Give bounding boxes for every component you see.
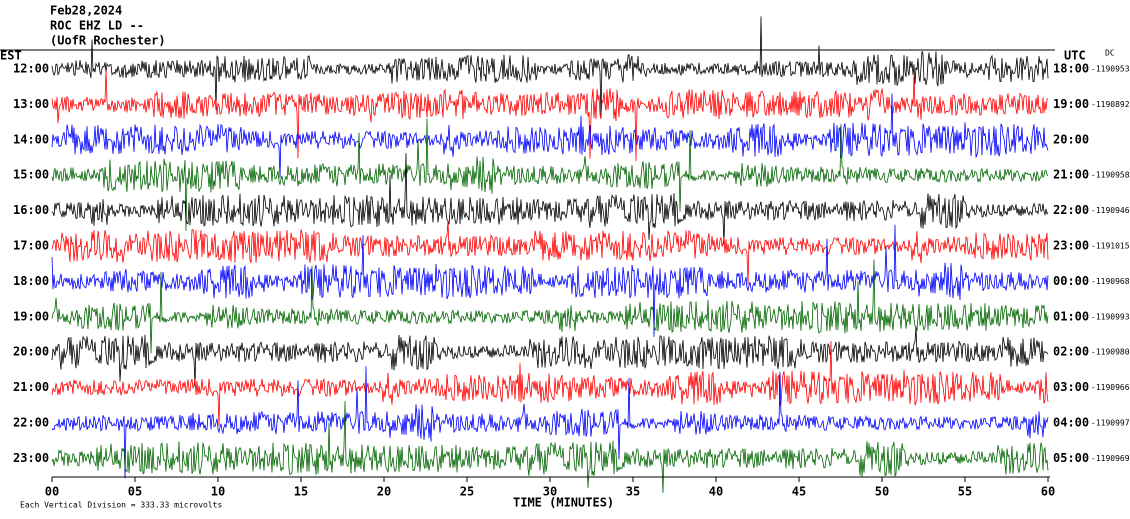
- dc-value: -1190993: [1091, 312, 1130, 321]
- trace: [51, 224, 1049, 337]
- trace: [51, 93, 1049, 179]
- est-label: 20:00: [13, 345, 49, 359]
- utc-label: 20:00: [1053, 132, 1089, 146]
- est-label: 13:00: [13, 97, 49, 111]
- footer: Each Vertical Division = 333.33 microvol…: [20, 501, 222, 510]
- dc-value: -1190966: [1091, 383, 1130, 392]
- dc-label: DC: [1105, 49, 1115, 58]
- x-tick-label: 60: [1041, 485, 1055, 499]
- trace: [51, 118, 1049, 231]
- utc-label: 01:00: [1053, 309, 1089, 323]
- utc-label: 05:00: [1053, 451, 1089, 465]
- utc-label: 18:00: [1053, 62, 1089, 76]
- utc-label: 22:00: [1053, 203, 1089, 217]
- x-tick-label: 45: [792, 485, 806, 499]
- x-tick-label: 05: [128, 485, 142, 499]
- x-tick-label: 40: [709, 485, 723, 499]
- utc-label: 04:00: [1053, 416, 1089, 430]
- x-tick-label: 20: [377, 485, 391, 499]
- utc-label: 00:00: [1053, 274, 1089, 288]
- dc-value: -1190946: [1091, 206, 1130, 215]
- trace: [51, 366, 1049, 479]
- dc-value: -1191015: [1091, 242, 1130, 251]
- est-label: 19:00: [13, 309, 49, 323]
- trace: [51, 401, 1049, 493]
- est-label: 23:00: [13, 451, 49, 465]
- dc-value: -1190892: [1091, 100, 1130, 109]
- x-axis-label: TIME (MINUTES): [513, 496, 614, 510]
- trace: [51, 153, 1049, 246]
- station: ROC EHZ LD --: [50, 19, 144, 33]
- trace: [51, 69, 1049, 162]
- trace: [51, 16, 1049, 119]
- utc-label: 02:00: [1053, 345, 1089, 359]
- trace: [51, 326, 1049, 387]
- est-label: 18:00: [13, 274, 49, 288]
- x-tick-label: 30: [543, 485, 557, 499]
- traces: [51, 16, 1049, 493]
- dc-value: -1190997: [1091, 419, 1130, 428]
- x-tick-label: 55: [958, 485, 972, 499]
- utc-label: 21:00: [1053, 168, 1089, 182]
- utc-label: 03:00: [1053, 380, 1089, 394]
- x-tick-label: 00: [45, 485, 59, 499]
- right-zone: UTC: [1064, 49, 1086, 63]
- trace: [51, 341, 1049, 427]
- est-label: 15:00: [13, 168, 49, 182]
- est-label: 16:00: [13, 203, 49, 217]
- trace: [51, 259, 1049, 354]
- dc-value: -1190953: [1091, 65, 1130, 74]
- utc-label: 23:00: [1053, 239, 1089, 253]
- est-label: 17:00: [13, 239, 49, 253]
- est-label: 22:00: [13, 416, 49, 430]
- trace: [51, 220, 1049, 285]
- location: (UofR Rochester): [50, 34, 166, 48]
- est-label: 21:00: [13, 380, 49, 394]
- x-tick-label: 25: [460, 485, 474, 499]
- est-label: 12:00: [13, 62, 49, 76]
- x-tick-label: 15: [294, 485, 308, 499]
- dc-value: -1190980: [1091, 348, 1130, 357]
- x-tick-label: 35: [626, 485, 640, 499]
- dc-value: -1190958: [1091, 171, 1130, 180]
- date: Feb28,2024: [50, 4, 122, 18]
- x-tick-label: 10: [211, 485, 225, 499]
- left-zone: EST: [0, 49, 22, 63]
- dc-value: -1190968: [1091, 277, 1130, 286]
- x-tick-label: 50: [875, 485, 889, 499]
- est-label: 14:00: [13, 132, 49, 146]
- dc-value: -1190969: [1091, 454, 1130, 463]
- utc-label: 19:00: [1053, 97, 1089, 111]
